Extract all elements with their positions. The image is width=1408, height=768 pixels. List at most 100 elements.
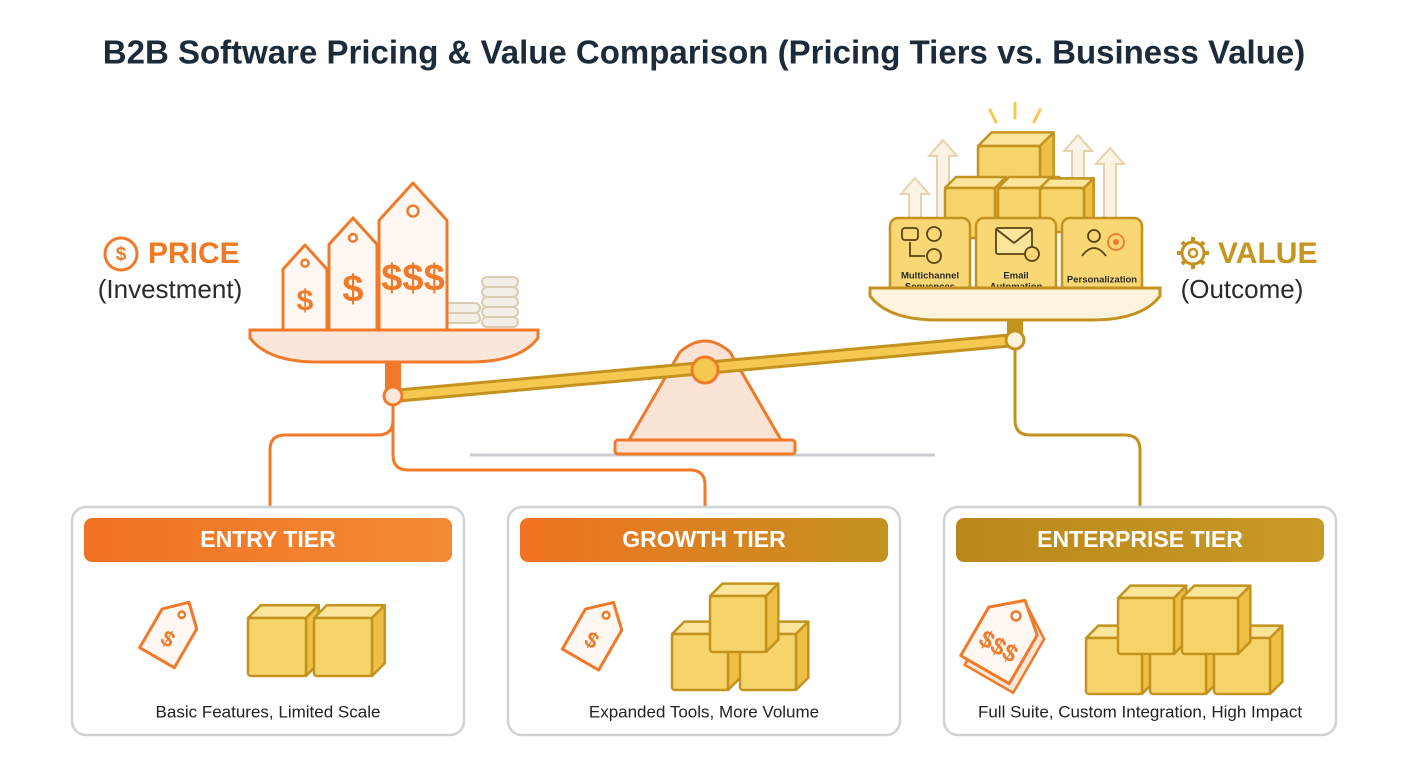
price-tag: $ [138,600,199,670]
coin [481,296,519,308]
growth-arrows [898,101,1127,219]
cube [246,603,321,678]
tier-tag-group: $ [138,600,199,670]
feature-label: Personalization [1067,275,1137,286]
price-tag: $ [281,243,329,332]
tier-description: Expanded Tools, More Volume [589,702,819,721]
value-label: VALUE [1218,237,1317,270]
cube-side [1268,624,1284,696]
tier-cards: ENTRY TIER Basic Features, Limited Scale $… [70,505,1338,737]
tag-label: $$$ [381,258,444,300]
price-label: PRICE [148,237,240,270]
cube-front [246,616,308,678]
tier-description: Full Suite, Custom Integration, High Imp… [978,702,1302,721]
left-hinge [382,385,404,407]
gear-teeth [1177,237,1209,269]
sparkle-ray [1032,108,1042,124]
tier-name: ENTRY TIER [200,526,336,552]
sparkle-ray [988,108,998,124]
value-sub: (Outcome) [1181,274,1304,304]
fulcrum [619,339,791,454]
icon-part [995,228,1033,245]
tier-header [956,518,1324,562]
tier-description: Basic Features, Limited Scale [156,702,381,721]
price-icon-symbol: $ [116,244,127,265]
cube-front [1180,596,1240,656]
tier-header [520,518,888,562]
connector-enterprise [1013,345,1142,507]
icon-part [909,242,925,257]
tag-hole [601,610,611,620]
gear-tooth [1180,240,1187,247]
tag-body [281,243,329,332]
price-icon [103,236,139,272]
tag-label: $ [297,285,314,318]
coin [481,276,519,288]
tag-body [327,216,379,332]
cube [1180,584,1252,656]
cube-front [1116,596,1176,656]
cube-front [312,616,374,678]
title: B2B Software Pricing & Value Comparison … [103,34,1305,71]
gear-hub [1187,247,1199,259]
tag-hole [406,204,420,218]
connector-growth [391,400,707,507]
value-icon [1177,237,1209,269]
cube [708,582,780,654]
tag-label: $ [342,269,363,311]
tag-body [377,181,449,332]
feature-box: MultichannelSequences [888,216,972,296]
cube-side [370,603,387,678]
icon-part [926,226,942,242]
price-tag: $ [327,216,379,332]
price-sub: (Investment) [98,274,243,304]
gear-tooth [1180,259,1187,266]
icon-part [1113,239,1119,245]
tag-hole [1010,610,1022,622]
cube [312,603,387,678]
price-tag: $$$ [959,598,1039,686]
fulcrum-base [613,438,797,456]
sparkle [988,101,1042,124]
tier-tag-group: $ [560,600,624,672]
tag-hole [347,232,359,243]
up-arrow [898,176,932,219]
price-tags: $ $ $$$ [281,181,449,332]
cube-side [794,620,810,692]
price-tag: $$$ [377,181,449,332]
feature-boxes: MultichannelSequencesEmailAutomation Pers… [888,216,1144,296]
icon-part [1107,233,1125,251]
coin-stack [443,276,519,328]
gear-tooth [1199,259,1206,266]
coin [481,286,519,298]
feature-box: EmailAutomation [974,216,1058,296]
connector-entry [268,400,395,507]
icon-part [1024,246,1040,262]
tier-header [84,518,452,562]
cube-side [764,582,780,654]
icon-part [995,227,1033,255]
right-hinge [1004,329,1026,351]
cube-front [708,594,768,654]
coin [443,302,481,314]
tier-name: GROWTH TIER [622,526,786,552]
gear-tooth [1199,240,1206,247]
icon-part [1081,247,1107,257]
coin [481,306,519,318]
left-pan [248,328,540,364]
price-tag: $ [560,600,624,672]
icon-part [926,248,942,264]
coin [481,316,519,328]
tier-name: ENTERPRISE TIER [1037,526,1243,552]
tag-hole [300,258,310,268]
coin [443,312,481,324]
gear-ring [1180,240,1206,266]
connectors [268,345,1142,507]
right-pan [868,286,1162,322]
cube-side [1236,584,1252,656]
feature-label: Multichannel [901,271,959,282]
tier-tag-group: $$$ [959,598,1046,695]
feature-box: Personalization [1060,216,1144,296]
